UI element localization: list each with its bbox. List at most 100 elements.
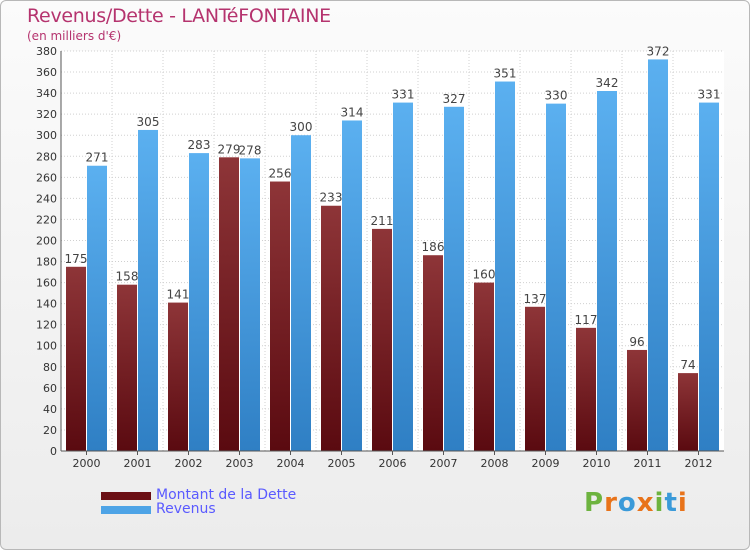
bar-revenus-2000: [87, 165, 107, 451]
bar-revenus-2002: [189, 153, 209, 451]
bar-dette-2007: [423, 255, 443, 451]
bar-dette-2000: [66, 266, 86, 451]
bar-revenus-2005: [342, 120, 362, 451]
bar-revenus-2003: [240, 158, 260, 452]
bar-revenus-2007: [444, 106, 464, 451]
legend-swatch-debt: [101, 492, 151, 500]
x-tick-label: 2012: [685, 457, 713, 470]
bar-revenus-2011: [648, 59, 668, 451]
y-tick-label: 140: [36, 298, 57, 311]
data-label-dette: 137: [524, 292, 547, 306]
chart-subtitle: (en milliers d'€): [27, 29, 122, 43]
data-label-dette: 186: [422, 240, 445, 254]
y-tick-label: 380: [36, 45, 57, 58]
logo-letter: P: [584, 488, 605, 518]
data-label-revenus: 300: [290, 120, 313, 134]
x-tick-label: 2007: [430, 457, 458, 470]
logo-letter: i: [654, 488, 665, 518]
data-label-dette: 74: [680, 358, 695, 372]
y-tick-label: 360: [36, 66, 57, 79]
data-label-dette: 279: [218, 142, 241, 156]
data-label-dette: 256: [269, 167, 292, 181]
data-label-dette: 160: [473, 268, 496, 282]
data-label-dette: 96: [629, 335, 644, 349]
bar-dette-2002: [168, 302, 188, 451]
y-tick-label: 260: [36, 171, 57, 184]
y-tick-label: 0: [50, 445, 57, 458]
y-tick-label: 180: [36, 256, 57, 269]
data-label-dette: 211: [371, 214, 394, 228]
data-label-revenus: 330: [545, 89, 568, 103]
data-label-revenus: 305: [137, 115, 160, 129]
bar-revenus-2006: [393, 102, 413, 451]
data-label-revenus: 331: [392, 88, 415, 102]
y-tick-label: 40: [43, 403, 57, 416]
bar-dette-2001: [117, 284, 137, 451]
y-tick-label: 60: [43, 382, 57, 395]
y-tick-label: 100: [36, 340, 57, 353]
bar-dette-2003: [219, 157, 239, 451]
logo-letter: i: [677, 488, 688, 518]
proxiti-logo: Proxiti: [584, 488, 688, 518]
y-tick-label: 240: [36, 192, 57, 205]
bar-revenus-2009: [546, 103, 566, 451]
bar-dette-2009: [525, 306, 545, 451]
y-tick-label: 300: [36, 129, 57, 142]
x-tick-label: 2002: [175, 457, 203, 470]
bar-dette-2010: [576, 327, 596, 451]
x-tick-label: 2010: [583, 457, 611, 470]
legend-label-debt: Montant de la Dette: [156, 487, 297, 503]
data-label-dette: 158: [116, 270, 139, 284]
legend-label-revenus: Revenus: [156, 501, 216, 517]
x-tick-label: 2009: [532, 457, 560, 470]
x-tick-label: 2011: [634, 457, 662, 470]
data-label-dette: 175: [65, 252, 88, 266]
bar-dette-2005: [321, 205, 341, 451]
x-tick-label: 2004: [277, 457, 305, 470]
x-tick-label: 2006: [379, 457, 407, 470]
bar-dette-2008: [474, 282, 494, 451]
bar-revenus-2008: [495, 81, 515, 452]
bar-dette-2011: [627, 349, 647, 451]
chart-title: Revenus/Dette - LANTéFONTAINE: [27, 5, 331, 27]
data-label-dette: 141: [167, 288, 190, 302]
data-label-revenus: 351: [494, 67, 517, 81]
data-label-revenus: 331: [698, 88, 721, 102]
data-label-revenus: 278: [239, 143, 262, 157]
x-tick-label: 2000: [73, 457, 101, 470]
bar-dette-2006: [372, 228, 392, 451]
y-tick-label: 120: [36, 319, 57, 332]
data-label-revenus: 372: [647, 44, 670, 58]
plot-area: [61, 51, 724, 451]
data-label-dette: 233: [320, 191, 343, 205]
bar-revenus-2001: [138, 129, 158, 451]
y-tick-label: 20: [43, 424, 57, 437]
y-tick-label: 200: [36, 234, 57, 247]
data-label-dette: 117: [575, 313, 598, 327]
bar-dette-2012: [678, 373, 698, 451]
y-tick-label: 280: [36, 150, 57, 163]
bar-revenus-2010: [597, 91, 617, 451]
y-tick-label: 320: [36, 108, 57, 121]
y-tick-label: 220: [36, 213, 57, 226]
bar-revenus-2004: [291, 135, 311, 452]
data-label-revenus: 283: [188, 138, 211, 152]
data-label-revenus: 271: [86, 151, 109, 165]
legend-swatch-revenus: [101, 506, 151, 514]
data-label-revenus: 342: [596, 76, 619, 90]
y-tick-label: 80: [43, 361, 57, 374]
data-label-revenus: 327: [443, 92, 466, 106]
data-label-revenus: 314: [341, 105, 364, 119]
logo-letter: r: [604, 488, 618, 518]
logo-letter: t: [664, 488, 678, 518]
bar-dette-2004: [270, 181, 290, 452]
y-tick-label: 340: [36, 87, 57, 100]
bar-revenus-2012: [699, 102, 719, 451]
logo-letter: x: [636, 488, 655, 518]
x-tick-label: 2005: [328, 457, 356, 470]
x-tick-label: 2008: [481, 457, 509, 470]
y-tick-label: 160: [36, 277, 57, 290]
logo-letter: o: [617, 488, 637, 518]
